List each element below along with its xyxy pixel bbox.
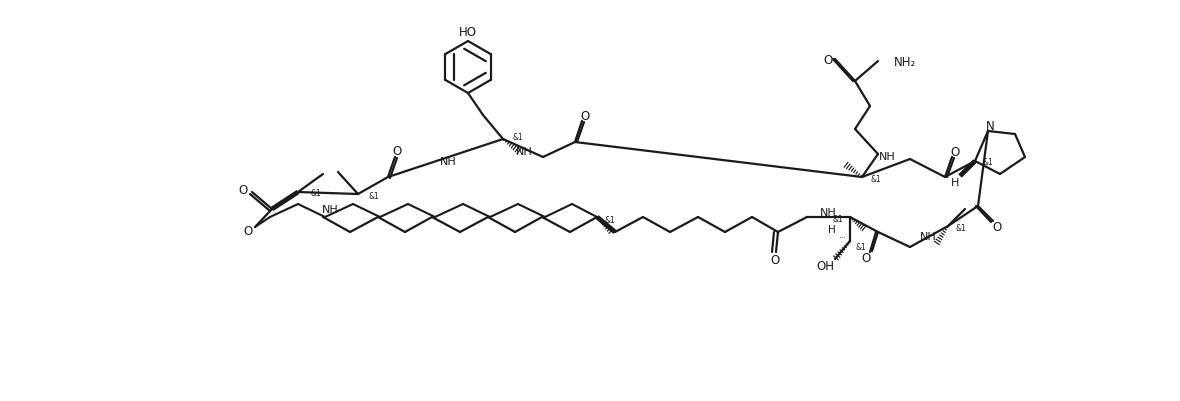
Text: O: O [992,221,1002,234]
Text: NH₂: NH₂ [894,55,916,68]
Text: OH: OH [817,260,834,273]
Text: &1: &1 [604,216,615,225]
Text: NH: NH [820,207,837,217]
Text: O: O [824,53,833,66]
Text: &1: &1 [832,215,843,224]
Text: &1: &1 [982,158,992,167]
Text: O: O [393,145,401,158]
Text: O: O [243,225,253,238]
Text: N: N [985,119,995,132]
Text: &1: &1 [955,224,965,233]
Text: NH: NH [440,157,457,166]
Text: O: O [950,146,959,159]
Text: H: H [828,225,835,235]
Text: O: O [771,253,780,266]
Text: NH: NH [879,152,896,162]
Text: NH: NH [919,231,937,241]
Text: &1: &1 [870,175,880,184]
Text: &1: &1 [856,243,866,252]
Text: NH: NH [516,147,532,157]
Text: NH: NH [322,205,339,215]
Text: &1: &1 [368,192,379,201]
Text: O: O [238,184,248,197]
Text: H: H [951,178,959,188]
Text: &1: &1 [512,132,523,141]
Text: &1: &1 [310,189,321,198]
Text: O: O [581,109,590,122]
Text: O: O [861,251,871,264]
Text: HO: HO [459,26,477,39]
Text: ...: ... [838,231,846,240]
